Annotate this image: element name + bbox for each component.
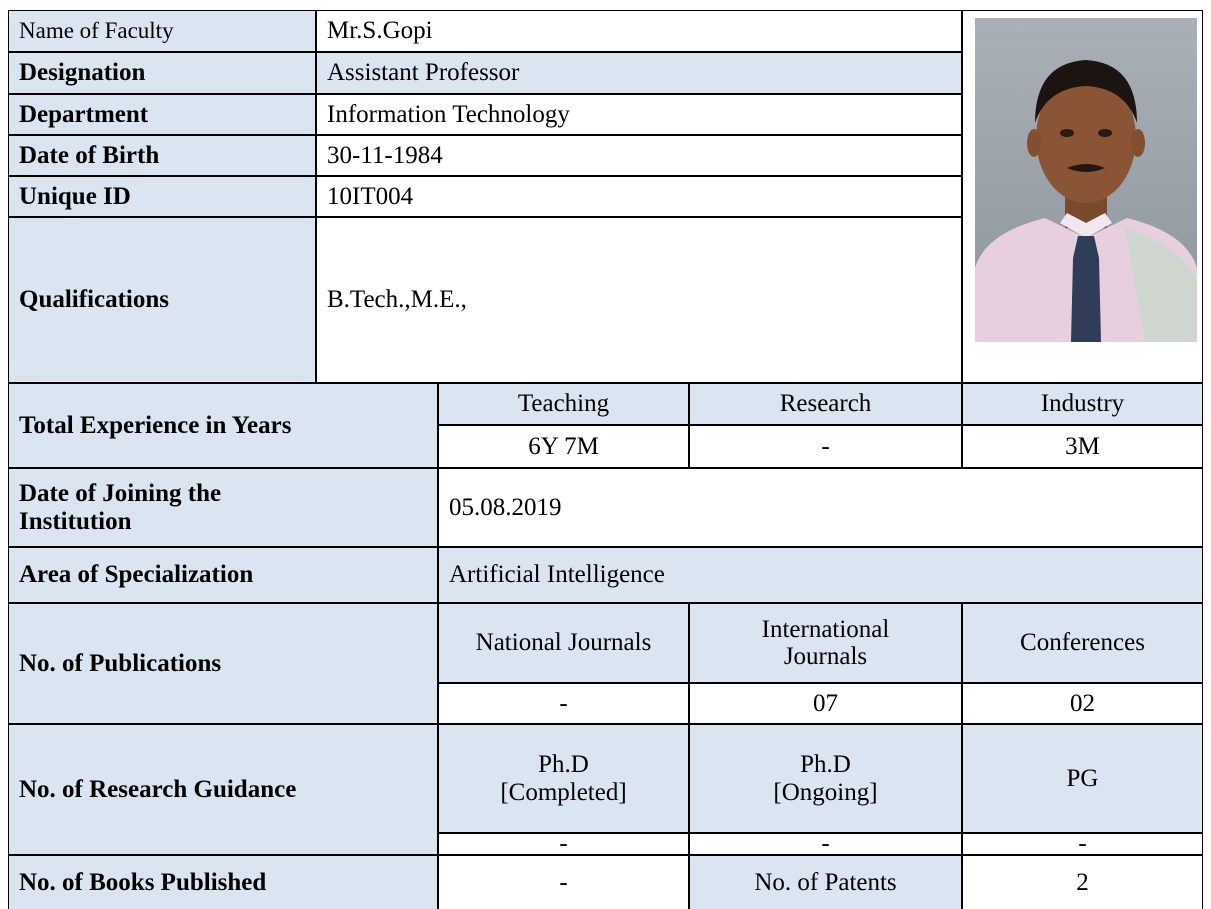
column-header: Conferences [1020,629,1145,657]
field-label: Qualifications [19,286,170,314]
field-label: No. of Books Published [19,869,267,897]
field-value-cell: 2 [962,855,1203,909]
column-header: PG [1066,764,1099,792]
field-label-cell: Designation [8,52,316,94]
column-header-cell: Teaching [438,383,689,425]
column-header-cell: Ph.D [Ongoing] [689,724,962,833]
column-header-cell: Ph.D [Completed] [438,724,689,833]
column-header-cell: International Journals [689,603,962,683]
field-label: Date of Joining the Institution [19,480,222,535]
field-label-cell: No. of Publications [8,603,438,724]
field-value-cell: 30-11-1984 [316,135,962,176]
field-value-cell: 6Y 7M [438,425,689,468]
field-value-cell: 02 [962,683,1203,724]
field-value: - [559,869,568,897]
field-value-cell: - [962,830,1203,858]
column-header-cell: Research [689,383,962,425]
field-label-cell: No. of Patents [689,855,962,909]
field-label-cell: Department [8,94,316,135]
column-header: Industry [1040,390,1125,418]
field-label-cell: Qualifications [8,217,316,383]
field-label-cell: Total Experience in Years [8,383,438,468]
field-label: Date of Birth [19,141,160,169]
field-label: No. of Publications [19,649,222,677]
column-header: Ph.D [Ongoing] [773,751,878,806]
column-header: National Journals [475,629,652,657]
column-header: Research [779,390,872,418]
column-header: International Journals [761,615,890,671]
field-value-cell: - [689,425,962,468]
field-value: B.Tech.,M.E., [327,286,467,314]
field-value-cell: Artificial Intelligence [438,547,1203,603]
column-header-cell: Conferences [962,603,1203,683]
field-value: 2 [1076,869,1089,897]
field-value-cell: 05.08.2019 [438,468,1203,547]
field-label: Department [19,100,149,128]
field-value: 6Y 7M [528,432,599,460]
field-value-cell: 3M [962,425,1203,468]
field-value-cell: - [689,830,962,858]
field-label-cell: Unique ID [8,176,316,217]
field-value: 3M [1065,432,1100,460]
field-label: Name of Faculty [19,18,174,44]
field-label-cell: No. of Books Published [8,855,438,909]
field-label-cell: Date of Joining the Institution [8,468,438,547]
field-value-cell: Mr.S.Gopi [316,10,962,52]
field-label: Area of Specialization [19,561,254,589]
field-value: - [821,432,830,460]
field-value: - [559,830,568,858]
field-label-cell: Name of Faculty [8,10,316,52]
field-value: Assistant Professor [327,59,520,87]
field-value: Mr.S.Gopi [327,17,433,45]
field-value: - [559,689,568,717]
field-label-cell: Date of Birth [8,135,316,176]
field-value: - [1078,830,1087,858]
field-value: 30-11-1984 [327,141,443,169]
field-value-cell: Assistant Professor [316,52,962,94]
field-label-cell: No. of Research Guidance [8,724,438,855]
field-value: 02 [1070,689,1095,717]
field-value-cell: 07 [689,683,962,724]
field-label: Designation [19,59,146,87]
field-value-cell: Information Technology [316,94,962,135]
field-value-cell: - [438,855,689,909]
field-value-cell: - [438,830,689,858]
field-value: 05.08.2019 [449,493,562,521]
field-value: 07 [813,689,838,717]
column-header-cell: National Journals [438,603,689,683]
field-value: Artificial Intelligence [449,561,665,589]
field-value: Information Technology [327,100,570,128]
field-label: Unique ID [19,182,131,210]
column-header-cell: Industry [962,383,1203,425]
field-label: No. of Research Guidance [19,775,297,803]
field-value: - [821,830,830,858]
column-header-cell: PG [962,724,1203,833]
field-label: No. of Patents [754,869,897,897]
field-label: Total Experience in Years [19,411,292,439]
field-value-cell: - [438,683,689,724]
photo-cell [962,10,1203,383]
field-label-cell: Area of Specialization [8,547,438,603]
faculty-photo [975,18,1197,342]
field-value-cell: 10IT004 [316,176,962,217]
field-value: 10IT004 [327,182,414,210]
field-value-cell: B.Tech.,M.E., [316,217,962,383]
column-header: Ph.D [Completed] [500,751,627,806]
column-header: Teaching [517,390,610,418]
